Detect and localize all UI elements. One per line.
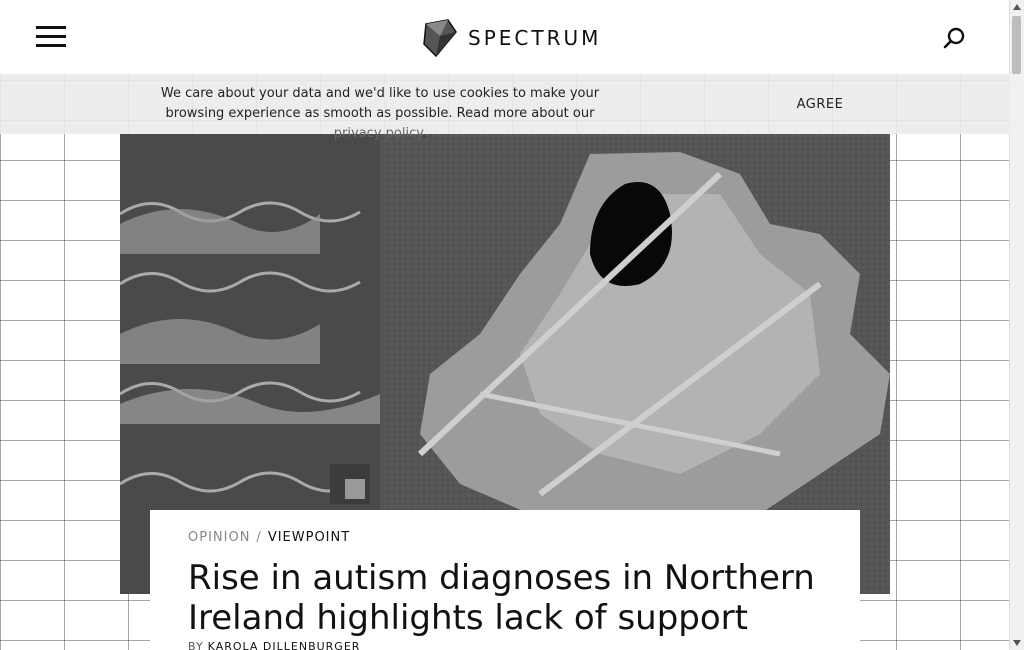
category-opinion-link[interactable]: OPINION xyxy=(188,530,250,545)
logo-text: SPECTRUM xyxy=(468,26,601,50)
scroll-thumb[interactable] xyxy=(1012,16,1021,74)
cookie-text-before: We care about your data and we'd like to… xyxy=(161,86,599,121)
agree-button[interactable]: AGREE xyxy=(790,94,850,116)
article-headline: Rise in autism diagnoses in Northern Ire… xyxy=(188,558,828,638)
cookie-banner: We care about your data and we'd like to… xyxy=(0,74,1010,134)
site-header: SPECTRUM xyxy=(0,0,1010,74)
site-logo[interactable]: SPECTRUM xyxy=(420,18,601,58)
spectrum-cube-icon xyxy=(420,18,460,58)
byline-prefix: BY xyxy=(188,640,204,650)
cookie-message: We care about your data and we'd like to… xyxy=(140,84,620,144)
cookie-text-after: . xyxy=(422,126,426,141)
scroll-down-arrow-icon[interactable] xyxy=(1013,640,1021,646)
category-separator: / xyxy=(256,530,261,545)
author-link[interactable]: KAROLA DILLENBURGER xyxy=(208,640,361,650)
scroll-up-arrow-icon[interactable] xyxy=(1013,4,1021,10)
article-byline: BY KAROLA DILLENBURGER xyxy=(188,640,360,650)
article-card: OPINION / VIEWPOINT Rise in autism diagnos… xyxy=(150,510,860,650)
search-icon[interactable] xyxy=(942,26,966,50)
article-category: OPINION / VIEWPOINT xyxy=(188,530,350,545)
privacy-policy-link[interactable]: privacy policy xyxy=(334,126,422,141)
hamburger-menu-icon[interactable] xyxy=(36,26,66,48)
page-scrollbar[interactable] xyxy=(1009,0,1024,650)
category-viewpoint-link[interactable]: VIEWPOINT xyxy=(268,530,350,545)
